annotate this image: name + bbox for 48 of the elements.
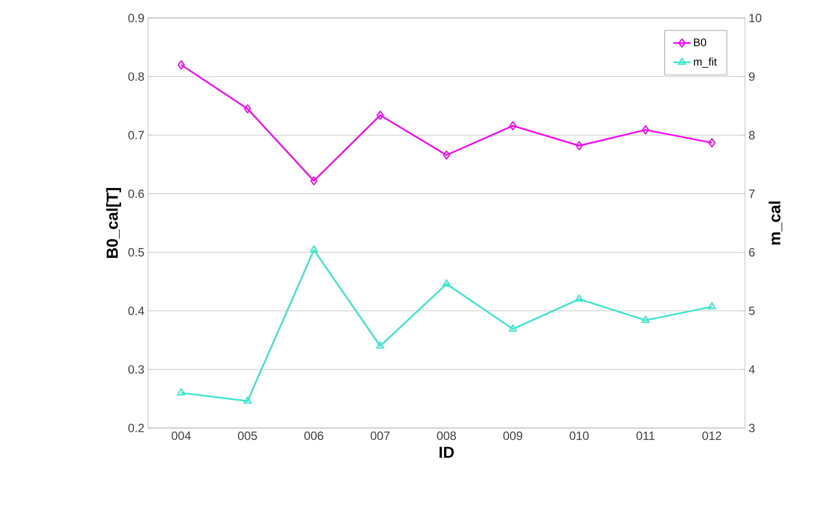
y-tick-label: 0.4 bbox=[128, 306, 144, 316]
y2-tick-label: 9 bbox=[749, 72, 755, 81]
legend-label: m_fit bbox=[694, 58, 717, 68]
x-tick-label: 010 bbox=[570, 432, 589, 440]
y2-tick-label: 7 bbox=[749, 190, 755, 198]
point bbox=[244, 104, 252, 114]
y-tick-label: 0.2 bbox=[128, 424, 144, 432]
x-tick-label: 009 bbox=[503, 432, 522, 440]
point bbox=[442, 150, 450, 160]
point bbox=[508, 324, 517, 332]
point bbox=[442, 279, 451, 287]
x-tick-label: 011 bbox=[636, 432, 654, 440]
y2-tick-label: 4 bbox=[748, 365, 755, 374]
point bbox=[641, 316, 650, 323]
y2-axis-title: m_cal bbox=[768, 202, 782, 245]
y-tick-label: 0.8 bbox=[128, 72, 144, 81]
x-tick-label: 006 bbox=[304, 432, 324, 440]
y-tick-label: 0.7 bbox=[128, 130, 144, 140]
y2-tick-label: 6 bbox=[749, 248, 755, 257]
x-tick-label: 012 bbox=[702, 432, 722, 440]
point bbox=[376, 341, 384, 349]
y2-tick-label: 3 bbox=[748, 424, 755, 432]
y2-tick-label: 10 bbox=[749, 14, 762, 22]
point bbox=[708, 138, 716, 148]
x-tick-label: 004 bbox=[172, 432, 191, 440]
point bbox=[708, 302, 716, 310]
point bbox=[243, 396, 252, 404]
point bbox=[576, 141, 583, 150]
y-tick-label: 0.5 bbox=[128, 248, 144, 257]
point bbox=[509, 121, 516, 130]
legend-label: B0 bbox=[694, 38, 706, 46]
y-tick-label: 0.6 bbox=[128, 189, 144, 198]
point bbox=[177, 388, 186, 396]
y-axis-title: B0_cal[T] bbox=[106, 188, 122, 258]
point bbox=[642, 125, 650, 134]
point bbox=[310, 176, 318, 186]
x-axis-title: ID bbox=[440, 446, 454, 458]
point bbox=[310, 245, 318, 253]
y2-tick-label: 8 bbox=[749, 130, 755, 140]
point bbox=[178, 60, 185, 70]
y2-tick-label: 5 bbox=[749, 306, 755, 316]
x-tick-label: 007 bbox=[370, 432, 390, 440]
y-tick-label: 0.3 bbox=[128, 365, 144, 374]
point bbox=[575, 294, 584, 302]
x-tick-label: 005 bbox=[238, 432, 257, 440]
point bbox=[376, 110, 384, 120]
y-tick-label: 0.9 bbox=[128, 14, 144, 22]
x-tick-label: 008 bbox=[437, 432, 456, 440]
